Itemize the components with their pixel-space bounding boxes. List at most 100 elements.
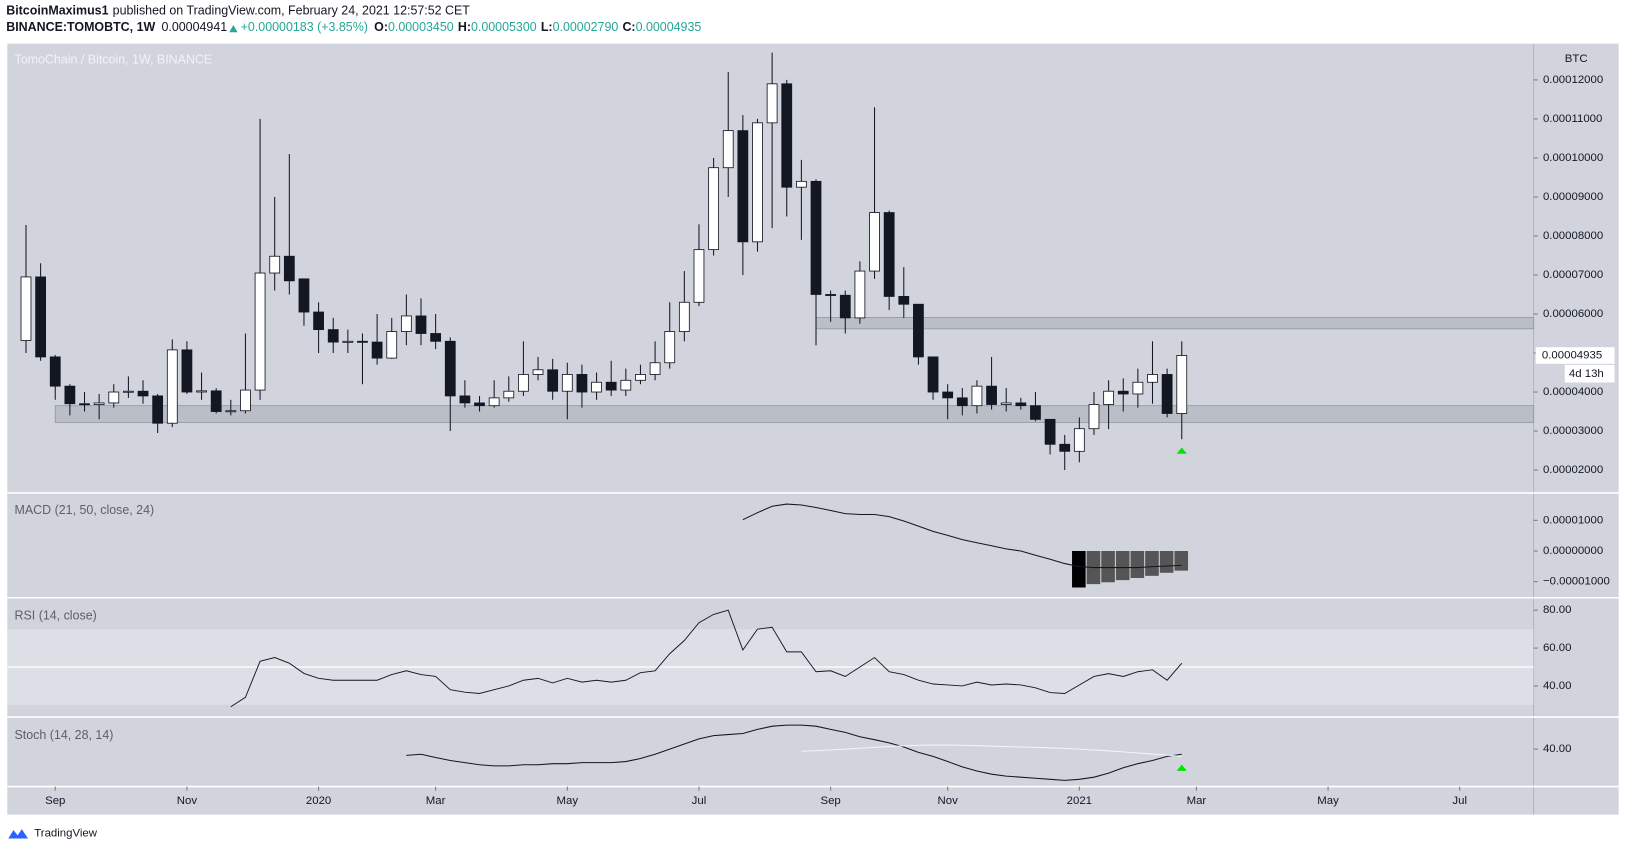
candle-body <box>635 374 646 381</box>
last-price-box <box>1535 347 1615 364</box>
histogram-bar <box>1145 551 1159 576</box>
candle-body <box>181 349 193 393</box>
y-tick-label: 0.00003000 <box>1543 425 1603 437</box>
histogram-bar <box>1159 551 1174 573</box>
candle-body <box>35 276 47 358</box>
byline: BitcoinMaximus1 published on TradingView.… <box>6 4 470 18</box>
candle-body <box>503 390 515 399</box>
candle-body <box>649 362 661 375</box>
pane-title: TomoChain / Bitcoin, 1W, BINANCE <box>15 53 213 67</box>
candle-body <box>942 391 954 399</box>
candle-body <box>576 374 588 393</box>
candle-body <box>1176 355 1188 414</box>
candle-body <box>108 391 120 404</box>
candle-body <box>795 180 807 188</box>
candle-body <box>883 212 895 297</box>
indicator-line <box>230 609 1183 708</box>
ohlc-value: 0.00002790 <box>553 20 619 34</box>
y-tick-label: 0.00012000 <box>1543 74 1603 86</box>
histogram-bar <box>1101 551 1115 583</box>
y-tick-label: 80.00 <box>1543 604 1572 616</box>
countdown: 4d 13h <box>1569 368 1604 380</box>
brand: TradingView <box>34 827 98 839</box>
candle-body <box>722 130 734 169</box>
signal-marker <box>1176 447 1187 454</box>
symbol: BINANCE:TOMOBTC, 1W <box>6 20 155 34</box>
candle-body <box>269 255 281 274</box>
candle-body <box>547 369 559 392</box>
candle-body <box>708 167 719 251</box>
change-line: +0.00000183 (+3.85%) O:0.00003450 H:0.0000… <box>241 20 702 34</box>
candle-body <box>561 374 573 392</box>
ohlc-label: O: <box>374 20 388 34</box>
candle-body <box>781 83 793 188</box>
histogram-bar <box>1130 551 1145 578</box>
candle-body <box>913 303 924 358</box>
zone <box>54 405 1535 423</box>
ohlc-label: C: <box>622 20 635 34</box>
candle-body <box>225 410 237 413</box>
candle-body <box>1161 374 1173 414</box>
x-tick-label: Sep <box>45 795 65 807</box>
candle-body <box>1030 405 1041 420</box>
ohlc-value: 0.00004935 <box>636 20 702 34</box>
candle-body <box>137 390 149 397</box>
candle-body <box>532 369 544 375</box>
ohlc-value: 0.00005300 <box>471 20 537 34</box>
candle-body <box>430 333 442 342</box>
candle-body <box>693 249 705 303</box>
symbol-line: BINANCE:TOMOBTC, 1W 0.00004941 <box>6 20 227 34</box>
candle-body <box>986 385 997 405</box>
y-tick-label: 40.00 <box>1543 680 1572 692</box>
candle-body <box>678 301 690 332</box>
candle-body <box>591 381 602 393</box>
ohlc-value: 0.00003450 <box>388 20 454 34</box>
candle-body <box>254 272 266 391</box>
histogram-bar <box>1072 551 1086 588</box>
ohlc-label: L: <box>541 20 553 34</box>
candle-body <box>49 356 61 387</box>
candle-body <box>810 180 822 295</box>
candle-body <box>79 403 90 406</box>
candle-body <box>605 381 617 391</box>
candle-body <box>971 385 983 407</box>
candle-body <box>620 379 632 391</box>
candle-body <box>166 349 178 424</box>
x-tick-label: Jul <box>1452 795 1467 807</box>
histogram-bar <box>1174 551 1189 571</box>
candle-body <box>196 390 207 393</box>
x-tick-label: 2021 <box>1067 795 1092 807</box>
candle-body <box>766 83 778 124</box>
x-tick-label: Jul <box>692 795 707 807</box>
candle-body <box>737 130 749 243</box>
x-tick-label: Nov <box>938 795 959 807</box>
candle-body <box>459 395 471 404</box>
candle-body <box>386 331 398 359</box>
countdown-box <box>1564 364 1615 383</box>
candle-body <box>371 341 383 359</box>
pane-title: RSI (14, close) <box>15 609 97 623</box>
candle-body <box>898 296 910 305</box>
y-tick-label: 0.00011000 <box>1543 113 1602 125</box>
author: BitcoinMaximus1 <box>6 4 108 18</box>
candle-body <box>927 356 939 393</box>
header: BitcoinMaximus1 published on TradingView.… <box>6 4 701 35</box>
up-arrow-icon <box>229 24 238 33</box>
candle-body <box>869 212 880 272</box>
candle-body <box>1103 390 1115 405</box>
candle-body <box>474 402 485 407</box>
candle-body <box>327 329 339 343</box>
y-tick-label: 60.00 <box>1543 642 1572 654</box>
footer: TradingView <box>8 827 98 839</box>
y-tick-label: 0.00009000 <box>1543 191 1603 203</box>
candle-body <box>20 276 32 341</box>
x-tick-label: May <box>1317 795 1339 807</box>
indicator-line <box>406 724 1182 781</box>
y-tick-label: 0.00002000 <box>1543 464 1603 476</box>
y-tick-label: −0.00001000 <box>1543 576 1610 588</box>
candle-body <box>752 122 763 243</box>
unit-label: BTC <box>1565 53 1588 65</box>
x-tick-label: 2020 <box>306 795 331 807</box>
candle-body <box>123 390 134 393</box>
